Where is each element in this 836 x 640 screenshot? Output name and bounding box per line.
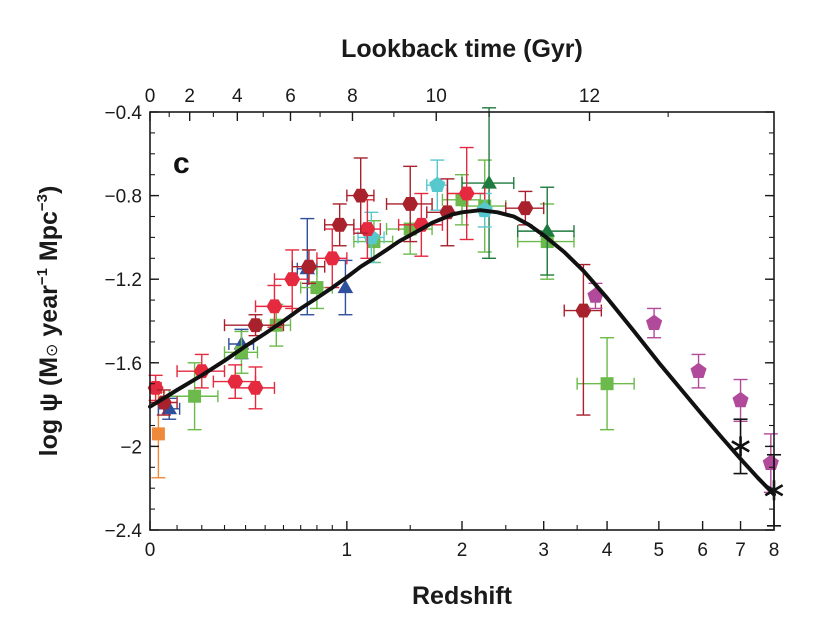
y-axis-title: log ψ (M⊙ year−1 Mpc−3) bbox=[34, 186, 63, 457]
data-point bbox=[168, 362, 219, 431]
hexagon-marker bbox=[352, 188, 369, 203]
data-point bbox=[563, 263, 603, 416]
x-tick-label: 4 bbox=[602, 540, 613, 561]
y-axis-title-part: log ψ (M bbox=[35, 357, 63, 456]
top-tick-label: 10 bbox=[426, 86, 447, 107]
y-axis-title-part: Mpc bbox=[35, 211, 63, 268]
y-tick-label: −0.8 bbox=[104, 187, 142, 208]
hexagon-marker bbox=[331, 217, 348, 232]
axes-layer: 0 1 2 3 4 5 6 7 80 2 4 6 8 10 12−0.4−0.8−1.2−1.6−2−2.4 bbox=[104, 86, 779, 561]
x-tick-label: 3 bbox=[538, 540, 549, 561]
square-marker bbox=[310, 281, 324, 295]
pentagon-marker bbox=[646, 314, 663, 330]
x-tick-label: 6 bbox=[697, 540, 708, 561]
data-point bbox=[176, 353, 226, 389]
top-tick-label: 0 bbox=[145, 86, 156, 107]
pentagon-marker bbox=[429, 176, 446, 192]
x-tick-label: 8 bbox=[769, 540, 780, 561]
data-point bbox=[385, 165, 433, 243]
y-tick-label: −1.6 bbox=[104, 354, 142, 375]
data-point bbox=[337, 259, 354, 316]
pentagon-marker bbox=[732, 391, 749, 408]
y-tick-label: −2 bbox=[120, 437, 142, 458]
hexagon-marker bbox=[247, 381, 264, 395]
top-tick-label: 4 bbox=[232, 86, 243, 107]
top-tick-label: 8 bbox=[347, 86, 358, 107]
fit-curve-layer bbox=[148, 208, 776, 497]
data-point bbox=[461, 107, 515, 259]
pentagon-marker bbox=[762, 454, 779, 470]
triangle-marker bbox=[337, 279, 354, 294]
triangle-marker bbox=[481, 175, 497, 189]
data-series bbox=[461, 107, 575, 276]
data-point bbox=[324, 203, 355, 247]
hexagon-marker bbox=[284, 272, 301, 287]
top-tick-label: 2 bbox=[184, 86, 195, 107]
square-marker bbox=[151, 427, 165, 441]
hexagon-marker bbox=[575, 303, 592, 318]
data-point bbox=[316, 228, 348, 289]
hexagon-marker bbox=[402, 197, 419, 211]
y-tick-label: −0.4 bbox=[104, 103, 142, 124]
x-tick-label: 0 bbox=[145, 540, 156, 561]
data-point bbox=[690, 353, 707, 389]
data-series bbox=[147, 146, 486, 410]
data-point bbox=[147, 374, 164, 402]
data-point bbox=[223, 314, 285, 337]
hexagon-marker bbox=[266, 299, 283, 314]
y-axis-title-superscript: −3 bbox=[34, 194, 51, 211]
square-marker bbox=[600, 377, 614, 391]
data-point bbox=[346, 157, 375, 234]
square-marker bbox=[188, 389, 202, 403]
data-point bbox=[234, 366, 276, 410]
y-axis-title-superscript: −1 bbox=[34, 268, 51, 285]
hexagon-marker bbox=[517, 201, 534, 216]
pentagon-marker bbox=[690, 362, 707, 378]
star-marker-stroke bbox=[731, 440, 750, 453]
hexagon-marker bbox=[227, 374, 244, 389]
data-point bbox=[254, 284, 293, 328]
top-tick-label: 12 bbox=[579, 86, 600, 107]
x-axis-title: Redshift bbox=[412, 582, 513, 610]
x-tick-label: 5 bbox=[654, 540, 665, 561]
hexagon-marker bbox=[300, 259, 317, 274]
panel-label: c bbox=[173, 147, 190, 180]
triangle-marker bbox=[161, 400, 177, 415]
data-point bbox=[731, 418, 750, 475]
x-tick-label: 7 bbox=[735, 540, 746, 561]
best-fit-curve bbox=[148, 208, 776, 497]
hexagon-marker bbox=[458, 186, 475, 201]
y-tick-label: −1.2 bbox=[104, 270, 142, 291]
data-point bbox=[576, 337, 635, 431]
top-axis-title: Lookback time (Gyr) bbox=[341, 35, 583, 63]
data-series bbox=[168, 159, 635, 431]
data-point bbox=[291, 249, 326, 285]
y-axis-title-part: year bbox=[35, 285, 63, 344]
x-tick-label: 2 bbox=[457, 540, 468, 561]
data-series-layer bbox=[147, 107, 784, 527]
hexagon-marker bbox=[324, 251, 341, 266]
data-point bbox=[646, 307, 663, 339]
y-axis-title-part: ) bbox=[35, 186, 63, 194]
y-axis-title-sun-symbol: ⊙ bbox=[44, 344, 61, 357]
top-tick-label: 6 bbox=[285, 86, 296, 107]
hexagon-marker bbox=[247, 318, 264, 333]
x-tick-label: 1 bbox=[342, 540, 353, 561]
data-series bbox=[149, 157, 603, 416]
y-tick-label: −2.4 bbox=[104, 521, 142, 542]
hexagon-marker bbox=[147, 381, 164, 395]
